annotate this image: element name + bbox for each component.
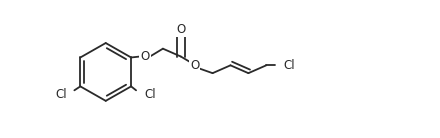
Text: Cl: Cl: [283, 59, 295, 72]
Text: Cl: Cl: [144, 88, 156, 101]
Text: O: O: [176, 23, 185, 36]
Text: O: O: [140, 50, 150, 63]
Text: Cl: Cl: [56, 88, 67, 101]
Text: O: O: [190, 59, 199, 72]
